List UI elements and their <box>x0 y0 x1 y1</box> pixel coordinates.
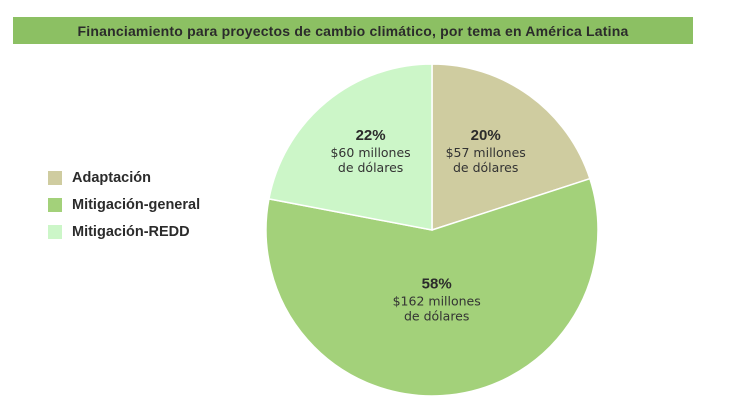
legend-item-adaptacion: Adaptación <box>48 164 200 191</box>
slice-label-unit-mitigacion-redd: de dólares <box>338 160 403 175</box>
legend-label-mitigacion-redd: Mitigación-REDD <box>72 223 190 240</box>
chart-legend: Adaptación Mitigación-general Mitigación… <box>48 164 200 245</box>
chart-title-bar: Financiamiento para proyectos de cambio … <box>13 17 693 44</box>
legend-label-adaptacion: Adaptación <box>72 169 151 186</box>
legend-swatch-mitigacion-redd <box>48 224 62 239</box>
legend-label-mitigacion-general: Mitigación-general <box>72 196 201 213</box>
slice-label-amount-adaptacion: $57 millones <box>446 145 526 160</box>
slice-label-pct-mitigacion-redd: 22% <box>356 127 386 144</box>
legend-swatch-mitigacion-general <box>48 197 62 212</box>
slice-label-pct-adaptacion: 20% <box>471 127 501 144</box>
pie-slices <box>265 63 599 397</box>
pie-slice-mitigacion-general <box>265 177 599 397</box>
slice-label-amount-mitigacion-redd: $60 millones <box>330 145 410 160</box>
pie-slice-adaptacion <box>431 63 591 232</box>
legend-item-mitigacion-redd: Mitigación-REDD <box>48 218 200 245</box>
legend-item-mitigacion-general: Mitigación-general <box>48 191 200 218</box>
legend-swatch-adaptacion <box>48 170 62 185</box>
slice-label-pct-mitigacion-general: 58% <box>422 276 452 293</box>
slice-label-unit-mitigacion-general: de dólares <box>404 309 469 324</box>
chart-title: Financiamiento para proyectos de cambio … <box>77 22 629 39</box>
slice-label-unit-adaptacion: de dólares <box>453 160 518 175</box>
pie-slice-mitigacion-redd <box>268 63 433 231</box>
slice-label-amount-mitigacion-general: $162 millones <box>393 294 481 309</box>
